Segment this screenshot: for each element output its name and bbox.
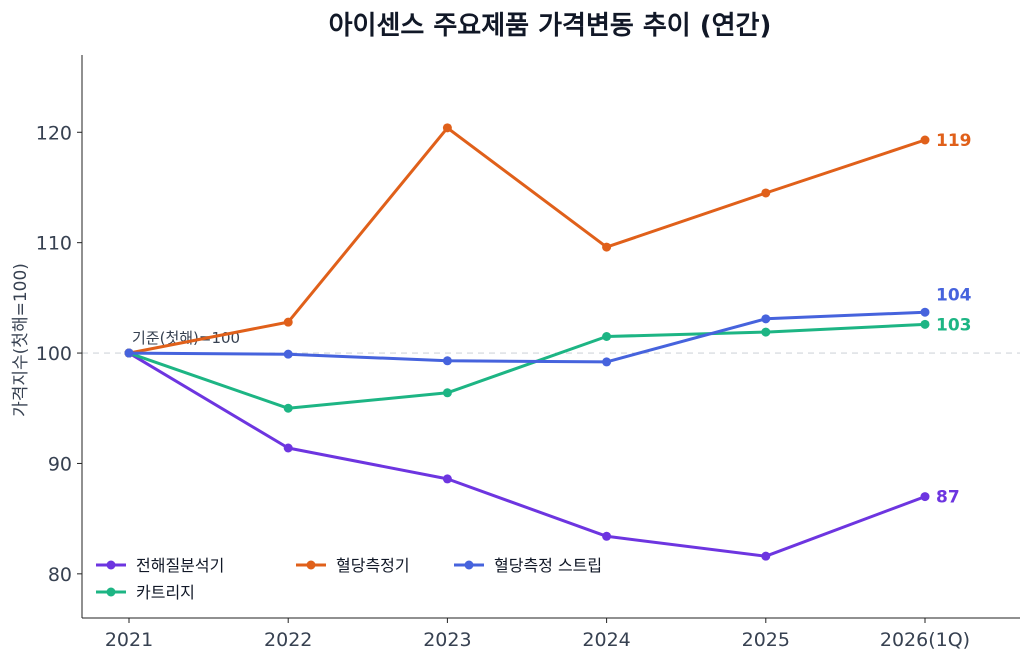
legend-marker-0 <box>106 560 116 570</box>
series-2-point <box>283 317 293 327</box>
series-2-point <box>920 135 930 145</box>
series-3-point <box>124 348 134 358</box>
y-tick-label: 120 <box>36 122 72 144</box>
axes: 80 90 100 110 120 2021 2022 2023 2024 2025 2026(1Q… <box>36 55 1020 651</box>
end-label-series-2: 119 <box>936 131 972 151</box>
series-3-point <box>602 357 612 367</box>
x-tick-label: 2025 <box>742 629 790 651</box>
series-2-point <box>602 242 612 252</box>
series-1-point <box>442 388 452 398</box>
series-line-2 <box>127 126 927 355</box>
legend-marker-3 <box>464 560 474 570</box>
series-1-point <box>920 319 930 329</box>
legend-label-2: 혈당측정기 <box>336 556 410 575</box>
y-axis-label: 가격지수(첫해=100) <box>11 263 31 417</box>
series-2-point <box>442 123 452 133</box>
series-0-point <box>283 443 293 453</box>
legend-label-3: 혈당측정 스트립 <box>494 556 602 575</box>
y-tick-label: 90 <box>48 453 72 475</box>
series-layer <box>124 123 930 561</box>
legend-marker-2 <box>306 560 316 570</box>
reference-line-label: 기준(첫해)=100 <box>132 329 240 347</box>
end-label-series-1: 103 <box>936 315 972 335</box>
legend-label-1: 카트리지 <box>136 583 195 602</box>
chart-title: 아이센스 주요제품 가격변동 추이 (연간) <box>329 11 772 41</box>
y-tick-label: 80 <box>48 564 72 586</box>
end-labels: 119 104 103 87 <box>936 131 972 508</box>
x-tick-label: 2024 <box>582 629 630 651</box>
series-0-point <box>602 531 612 541</box>
y-tick-label: 100 <box>36 343 72 365</box>
legend-marker-1 <box>106 587 116 597</box>
series-line-1 <box>127 322 927 410</box>
x-tick-label: 2026(1Q) <box>880 629 970 651</box>
series-3-point <box>920 307 930 317</box>
series-3-point <box>761 314 771 324</box>
y-tick-label: 110 <box>36 233 72 255</box>
x-tick-label: 2021 <box>105 629 153 651</box>
series-3-point <box>442 356 452 366</box>
series-2-point <box>761 188 771 198</box>
series-0-point <box>761 551 771 561</box>
x-tick-label: 2022 <box>264 629 312 651</box>
series-0-point <box>920 492 930 502</box>
x-tick-label: 2023 <box>423 629 471 651</box>
legend-label-0: 전해질분석기 <box>136 556 224 575</box>
end-label-series-3: 104 <box>936 285 972 305</box>
series-0-point <box>442 474 452 484</box>
reference-layer: 기준(첫해)=100 <box>82 329 1020 354</box>
end-label-series-0: 87 <box>936 488 960 508</box>
series-line-0 <box>127 351 927 558</box>
series-3-point <box>283 349 293 359</box>
series-1-point <box>602 332 612 341</box>
series-1-point <box>761 327 771 337</box>
series-line-3 <box>127 310 927 364</box>
series-1-point <box>283 403 293 413</box>
